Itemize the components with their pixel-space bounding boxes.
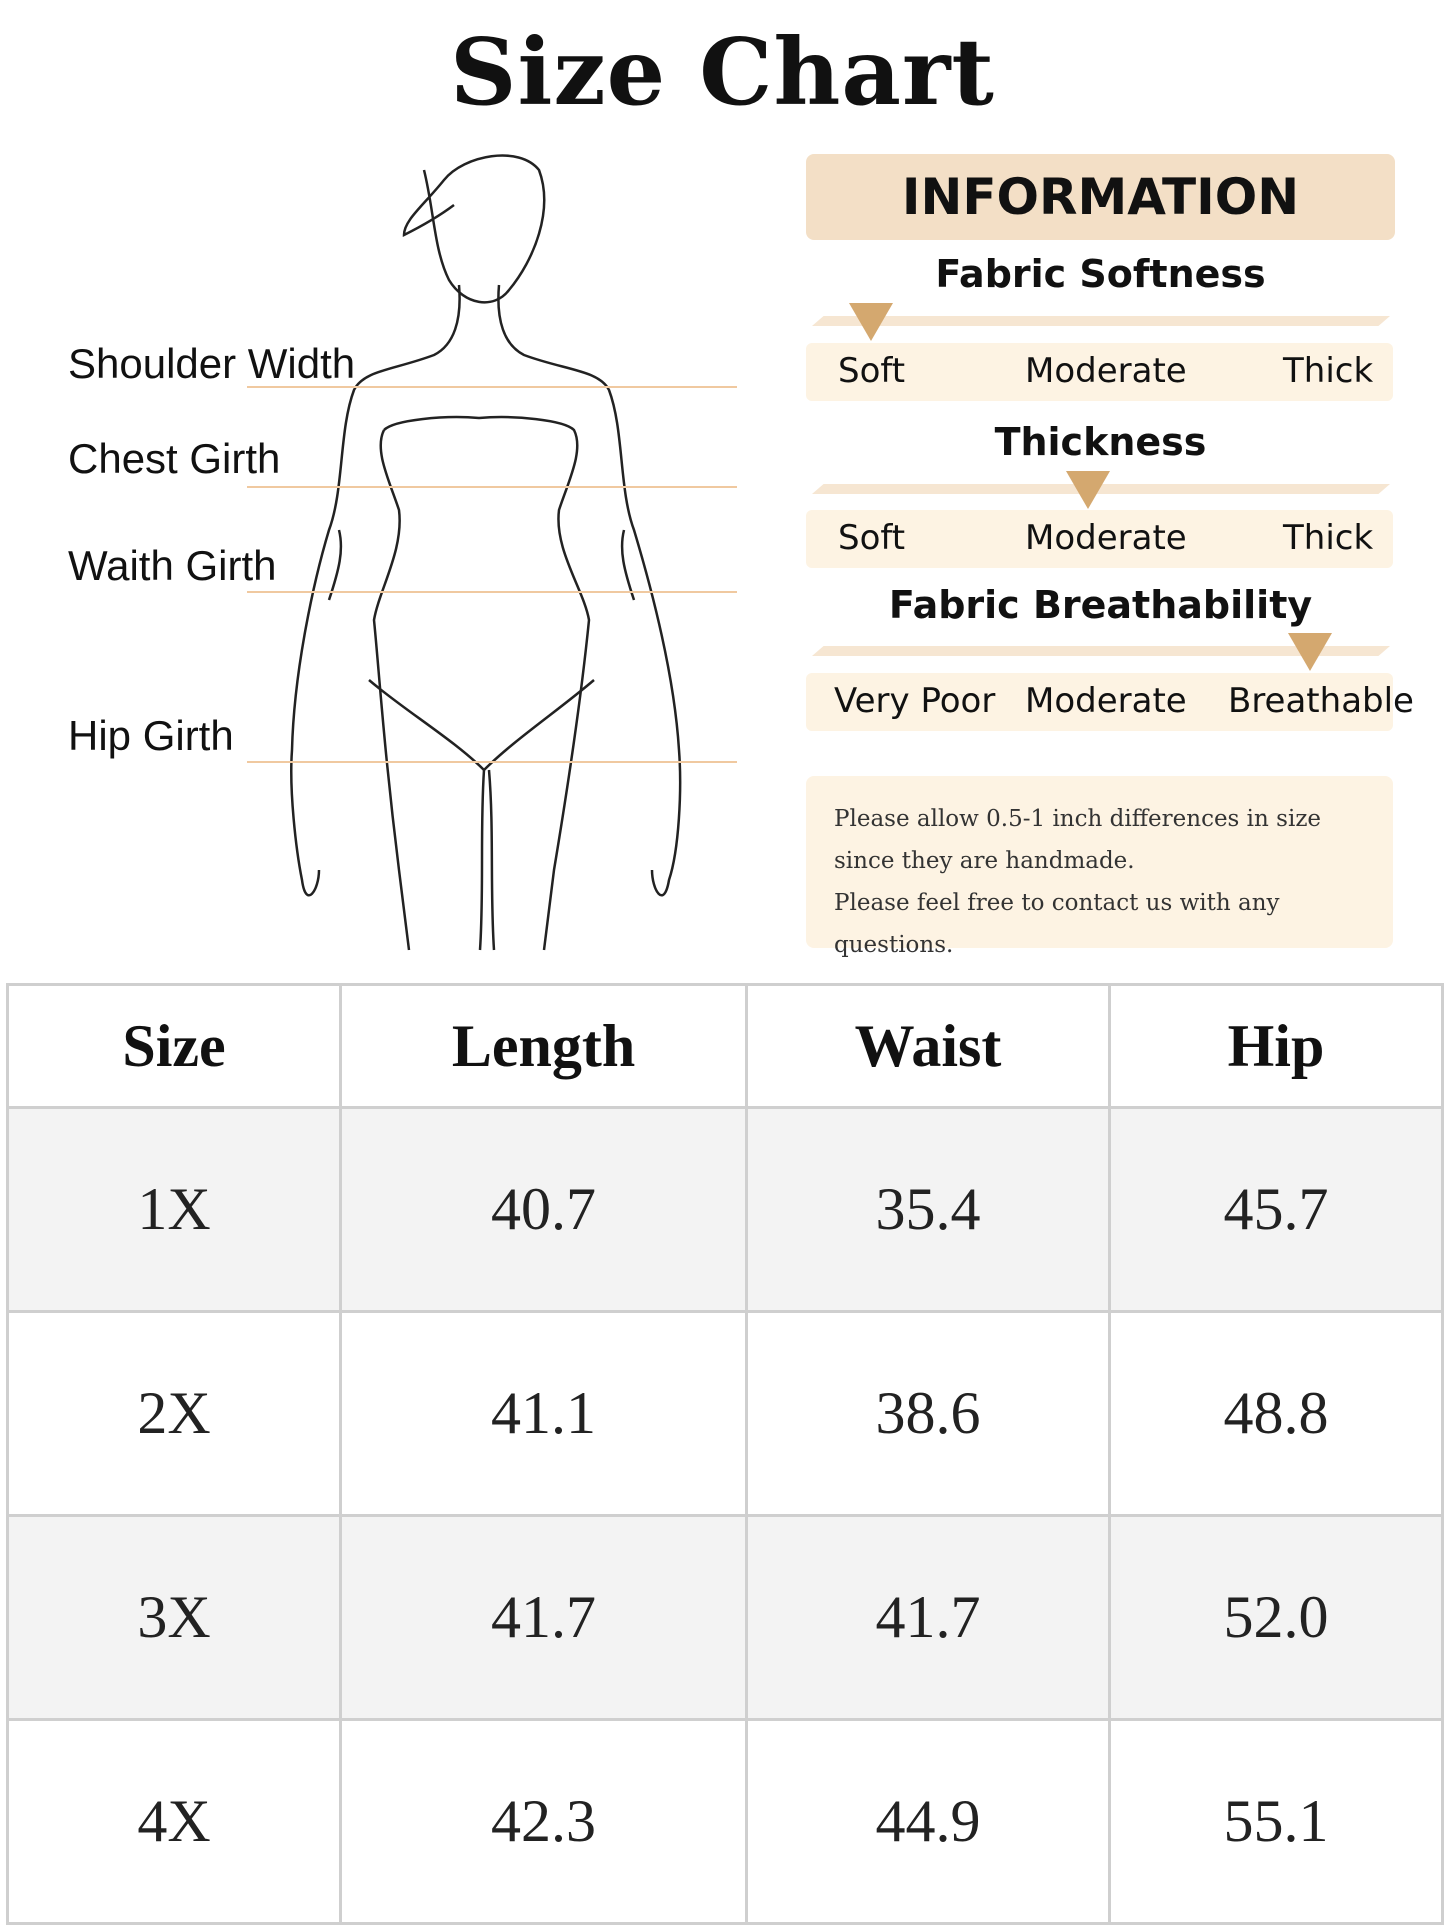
chest-girth-line: [247, 486, 737, 488]
softness-pointer-icon: [849, 303, 893, 341]
cell-hip: 55.1: [1108, 1718, 1444, 1925]
breathability-pointer-icon: [1288, 633, 1332, 671]
cell-size: 3X: [6, 1514, 342, 1721]
shoulder-width-line: [247, 386, 737, 388]
table-header-row: Size Length Waist Hip: [6, 983, 1444, 1109]
scale-label: Moderate: [1025, 518, 1187, 558]
scale-label: Breathable: [1228, 681, 1414, 721]
scale-label: Moderate: [1025, 681, 1187, 721]
scale-label: Moderate: [1025, 351, 1187, 391]
note-line: Please allow 0.5-1 inch differences in s…: [834, 806, 1322, 832]
scale-label: Thick: [1283, 518, 1374, 558]
header-waist: Waist: [745, 983, 1111, 1109]
cell-hip: 48.8: [1108, 1310, 1444, 1517]
information-header: INFORMATION: [806, 154, 1395, 240]
shoulder-width-label: Shoulder Width: [68, 340, 356, 387]
cell-length: 41.7: [339, 1514, 748, 1721]
note-line: since they are handmade.: [834, 848, 1135, 874]
scale-label: Soft: [838, 518, 906, 558]
softness-labels: Soft Moderate Thick: [806, 343, 1393, 401]
waist-girth-line: [247, 591, 737, 593]
header-size: Size: [6, 983, 342, 1109]
scale-label: Thick: [1283, 351, 1374, 391]
thickness-labels: Soft Moderate Thick: [806, 510, 1393, 568]
cell-waist: 35.4: [745, 1106, 1111, 1313]
table-row: 4X 42.3 44.9 55.1: [6, 1718, 1444, 1925]
cell-length: 41.1: [339, 1310, 748, 1517]
table-row: 3X 41.7 41.7 52.0: [6, 1514, 1444, 1721]
cell-size: 2X: [6, 1310, 342, 1517]
chest-girth-label: Chest Girth: [68, 435, 281, 482]
cell-hip: 52.0: [1108, 1514, 1444, 1721]
breathability-title: Fabric Breathability: [888, 583, 1313, 627]
cell-length: 40.7: [339, 1106, 748, 1313]
cell-hip: 45.7: [1108, 1106, 1444, 1313]
page-title: Size Chart: [450, 18, 995, 126]
cell-size: 1X: [6, 1106, 342, 1313]
size-table: Size Length Waist Hip 1X 40.7 35.4 45.7 …: [6, 983, 1444, 1925]
thickness-pointer-icon: [1066, 471, 1110, 509]
breathability-scale-bar: [812, 646, 1390, 656]
cell-size: 4X: [6, 1718, 342, 1925]
scale-label: Very Poor: [834, 681, 996, 721]
cell-waist: 38.6: [745, 1310, 1111, 1517]
waist-girth-label: Waith Girth: [68, 542, 277, 589]
header-length: Length: [339, 983, 748, 1109]
scale-label: Soft: [838, 351, 906, 391]
thickness-title: Thickness: [994, 420, 1207, 464]
table-row: 1X 40.7 35.4 45.7: [6, 1106, 1444, 1313]
note-line: Please feel free to contact us with any …: [834, 890, 1280, 958]
header-hip: Hip: [1108, 983, 1444, 1109]
breathability-labels: Very Poor Moderate Breathable: [806, 673, 1414, 731]
cell-waist: 44.9: [745, 1718, 1111, 1925]
hip-girth-line: [247, 761, 737, 763]
cell-length: 42.3: [339, 1718, 748, 1925]
handmade-note: Please allow 0.5-1 inch differences in s…: [806, 776, 1393, 958]
fabric-softness-title: Fabric Softness: [935, 252, 1266, 296]
cell-waist: 41.7: [745, 1514, 1111, 1721]
table-row: 2X 41.1 38.6 48.8: [6, 1310, 1444, 1517]
hip-girth-label: Hip Girth: [68, 712, 234, 759]
softness-scale-bar: [812, 316, 1390, 326]
body-figure-illustration: [290, 154, 682, 951]
